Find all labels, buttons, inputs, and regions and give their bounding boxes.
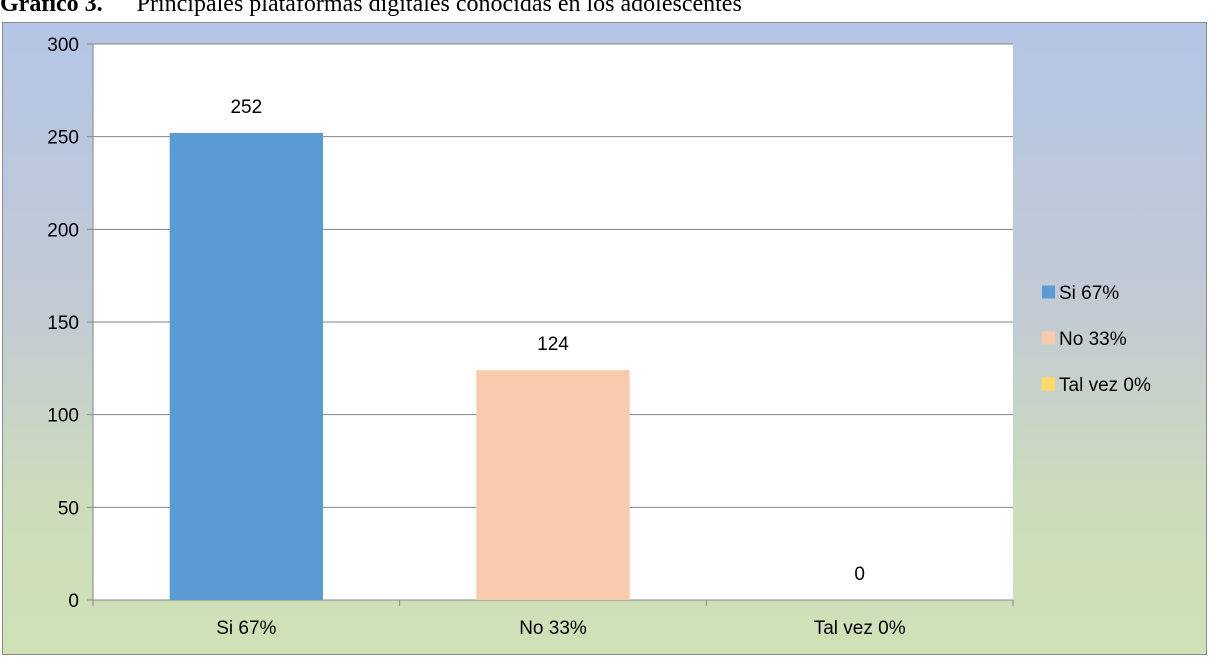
y-tick-label-100: 100 [47,406,79,427]
legend-swatch-1 [1042,285,1055,299]
bar-chart: 0 50 100 150 200 250 300 252 Si 67% 124 No 33% 0 Tal… [47,35,1151,639]
x-tick-label-1: Si 67% [216,618,276,639]
legend-label-1: Si 67% [1059,283,1119,304]
x-tick-label-2: No 33% [519,618,587,639]
legend-label-3: Tal vez 0% [1059,375,1151,396]
y-tick-label-200: 200 [47,220,79,241]
bar-1 [169,132,323,600]
data-label-1: 252 [230,97,262,118]
bar-2 [476,370,630,600]
chart-area: 0 50 100 150 200 250 300 252 Si 67% 124 No 33% 0 Tal… [2,22,1207,655]
legend-swatch-2 [1042,331,1055,345]
y-tick-label-300: 300 [47,35,79,56]
data-label-3: 0 [854,564,865,585]
legend-label-2: No 33% [1059,329,1127,350]
figure-caption: Gráfico 3. Principales plataformas digita… [0,0,1209,21]
y-tick-label-150: 150 [47,313,79,334]
x-tick-label-3: Tal vez 0% [814,618,906,639]
data-label-2: 124 [537,334,569,355]
y-tick-label-50: 50 [58,498,79,519]
y-tick-label-250: 250 [47,128,79,149]
y-tick-label-0: 0 [68,591,79,612]
caption-label: Gráfico 3. [0,0,103,17]
caption-title: Principales plataformas digitales conoci… [136,0,742,17]
legend-swatch-3 [1042,377,1055,391]
